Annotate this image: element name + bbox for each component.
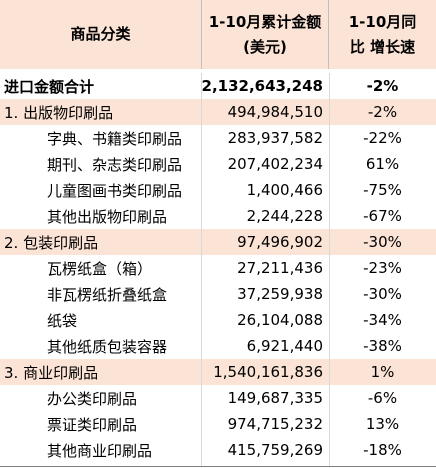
- row-growth: -2%: [366, 77, 399, 95]
- row-label: 办公类印刷品: [47, 389, 138, 408]
- row-growth: -22%: [363, 129, 402, 147]
- header-category-label: 商品分类: [70, 25, 131, 43]
- row-growth: -30%: [363, 285, 402, 303]
- table-row: 字典、书籍类印刷品 283,937,582 -22%: [0, 125, 436, 151]
- row-amount: 974,715,232: [227, 415, 323, 433]
- row-growth: -18%: [363, 441, 402, 459]
- row-growth: -67%: [363, 207, 402, 225]
- header-amount: 1-10月累计金额 (美元): [202, 0, 329, 69]
- row-label: 纸袋: [47, 311, 78, 330]
- row-growth: -30%: [329, 229, 436, 255]
- total-row: 进口金额合计 2,132,643,248 -2%: [0, 73, 436, 99]
- row-label: 瓦楞纸盒（箱）: [47, 259, 153, 278]
- row-amount: 207,402,234: [227, 155, 323, 173]
- header-category: 商品分类: [0, 0, 202, 69]
- header-growth-line1: 1-10月同: [348, 12, 417, 31]
- table-bottom-border: [0, 466, 436, 467]
- row-growth: 13%: [365, 415, 400, 433]
- row-label: 3. 商业印刷品: [0, 359, 202, 385]
- row-amount: 6,921,440: [246, 337, 323, 355]
- row-growth: -75%: [363, 181, 402, 199]
- row-label: 其他出版物印刷品: [47, 207, 168, 226]
- header-growth: 1-10月同 比 增长速: [329, 0, 436, 69]
- row-label: 期刊、杂志类印刷品: [47, 155, 183, 174]
- row-amount: 1,400,466: [246, 181, 323, 199]
- header-amount-line1: 1-10月累计金额: [208, 12, 322, 31]
- row-label: 儿童图画书类印刷品: [47, 181, 183, 200]
- table-row: 瓦楞纸盒（箱） 27,211,436 -23%: [0, 255, 436, 281]
- row-label: 其他商业印刷品: [47, 441, 153, 460]
- row-amount: 27,211,436: [237, 259, 323, 277]
- table-row: 其他纸质包装容器 6,921,440 -38%: [0, 333, 436, 359]
- row-growth: -23%: [363, 259, 402, 277]
- table-row: 其他出版物印刷品 2,244,228 -67%: [0, 203, 436, 229]
- column-divider-2: [329, 73, 330, 466]
- row-growth: -2%: [329, 99, 436, 125]
- column-divider-1: [201, 73, 202, 466]
- table-header-row: 商品分类 1-10月累计金额 (美元) 1-10月同 比 增长速: [0, 0, 436, 69]
- table-row: 非瓦楞纸折叠纸盒 37,259,938 -30%: [0, 281, 436, 307]
- row-amount: 26,104,088: [237, 311, 323, 329]
- table-row: 办公类印刷品 149,687,335 -6%: [0, 385, 436, 411]
- row-label: 2. 包装印刷品: [0, 229, 202, 255]
- row-amount: 2,132,643,248: [202, 77, 323, 95]
- table-row: 票证类印刷品 974,715,232 13%: [0, 411, 436, 437]
- category-row: 1. 出版物印刷品 494,984,510 -2%: [0, 99, 436, 125]
- row-amount: 149,687,335: [227, 389, 323, 407]
- row-amount: 2,244,228: [246, 207, 323, 225]
- row-label: 票证类印刷品: [47, 415, 138, 434]
- table-row: 纸袋 26,104,088 -34%: [0, 307, 436, 333]
- row-label: 1. 出版物印刷品: [0, 99, 202, 125]
- row-growth: -6%: [367, 389, 398, 407]
- category-row: 2. 包装印刷品 97,496,902 -30%: [0, 229, 436, 255]
- row-growth: -38%: [363, 337, 402, 355]
- row-growth: 1%: [329, 359, 436, 385]
- row-growth: -34%: [363, 311, 402, 329]
- table-row: 儿童图画书类印刷品 1,400,466 -75%: [0, 177, 436, 203]
- row-amount: 37,259,938: [237, 285, 323, 303]
- row-amount: 97,496,902: [202, 229, 329, 255]
- header-growth-line2: 比 增长速: [349, 37, 416, 56]
- row-label: 字典、书籍类印刷品: [47, 129, 183, 148]
- header-gap: [0, 69, 436, 73]
- table-row: 期刊、杂志类印刷品 207,402,234 61%: [0, 151, 436, 177]
- row-growth: 61%: [365, 155, 400, 173]
- row-label: 其他纸质包装容器: [47, 337, 168, 356]
- row-amount: 1,540,161,836: [202, 359, 329, 385]
- row-label: 非瓦楞纸折叠纸盒: [47, 285, 168, 304]
- table-row: 其他商业印刷品 415,759,269 -18%: [0, 437, 436, 463]
- header-amount-line2: (美元): [243, 37, 287, 56]
- row-amount: 415,759,269: [227, 441, 323, 459]
- row-amount: 283,937,582: [227, 129, 323, 147]
- category-row: 3. 商业印刷品 1,540,161,836 1%: [0, 359, 436, 385]
- row-amount: 494,984,510: [202, 99, 329, 125]
- row-label: 进口金额合计: [4, 77, 95, 96]
